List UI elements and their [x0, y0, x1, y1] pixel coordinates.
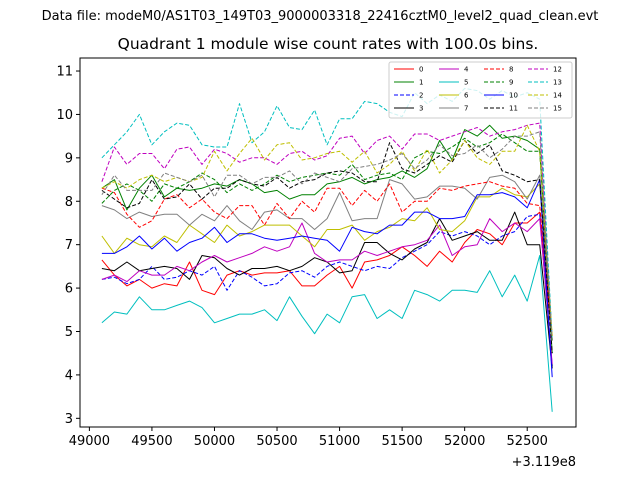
legend-label-10: 10	[509, 92, 518, 100]
series-line-0	[101, 211, 553, 341]
legend-label-12: 12	[553, 66, 562, 74]
series-line-10	[101, 179, 553, 378]
x-tick-label: 52500	[507, 434, 548, 449]
series-line-9	[101, 133, 553, 341]
legend-label-11: 11	[509, 105, 518, 113]
legend-frame	[388, 61, 573, 119]
y-tick-label: 10	[56, 108, 73, 123]
x-tick-label: 50500	[256, 434, 297, 449]
series-line-7	[101, 174, 553, 341]
legend-label-9: 9	[509, 79, 513, 87]
y-tick-label: 8	[65, 195, 73, 210]
series-line-2	[101, 213, 553, 367]
y-axis: 3 4 5 6 7 8 9 10 11	[56, 65, 80, 427]
x-tick-label: 51000	[319, 434, 360, 449]
series-line-15	[101, 131, 553, 343]
x-tick-label: 51500	[381, 434, 422, 449]
series-line-12	[101, 122, 553, 341]
x-axis: 49000 49500 50000 50500 51000 51500 52000 52500	[69, 427, 548, 449]
y-tick-label: 4	[65, 368, 73, 383]
series-line-14	[101, 124, 553, 336]
y-tick-label: 5	[65, 325, 73, 340]
legend-label-3: 3	[419, 105, 423, 113]
y-tick-label: 6	[65, 282, 73, 297]
plot-frame	[79, 57, 577, 428]
legend-label-6: 6	[464, 92, 469, 100]
x-tick-label: 49500	[131, 434, 172, 449]
x-tick-label: 52000	[444, 434, 485, 449]
y-tick-label: 9	[65, 151, 73, 166]
x-tick-label: 49000	[69, 434, 110, 449]
legend-label-13: 13	[553, 79, 562, 87]
legend-label-15: 15	[553, 105, 562, 113]
figure-suptitle: Data file: modeM0/AS1T03_149T03_90000033…	[42, 9, 599, 24]
chart-title: Quadrant 1 module wise count rates with …	[118, 35, 539, 53]
y-tick-label: 7	[65, 238, 73, 253]
y-tick-label: 3	[65, 412, 73, 427]
series-line-8	[101, 181, 553, 336]
legend-label-0: 0	[419, 66, 423, 74]
series-line-5	[101, 255, 553, 412]
y-tick-label: 11	[56, 65, 73, 80]
legend-label-7: 7	[464, 105, 468, 113]
series-line-11	[101, 140, 553, 354]
legend-label-14: 14	[553, 92, 562, 100]
series-line-4	[101, 218, 553, 365]
legend-label-5: 5	[464, 79, 468, 87]
x-tick-label: 50000	[194, 434, 235, 449]
legend-label-8: 8	[509, 66, 513, 74]
legend-label-1: 1	[419, 79, 423, 87]
legend-label-2: 2	[419, 92, 423, 100]
legend-label-4: 4	[464, 66, 469, 74]
series-line-6	[101, 183, 553, 341]
x-offset-label: +3.119e8	[512, 455, 576, 470]
